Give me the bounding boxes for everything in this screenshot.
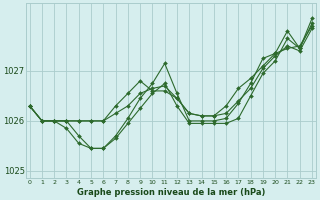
X-axis label: Graphe pression niveau de la mer (hPa): Graphe pression niveau de la mer (hPa) [77, 188, 265, 197]
